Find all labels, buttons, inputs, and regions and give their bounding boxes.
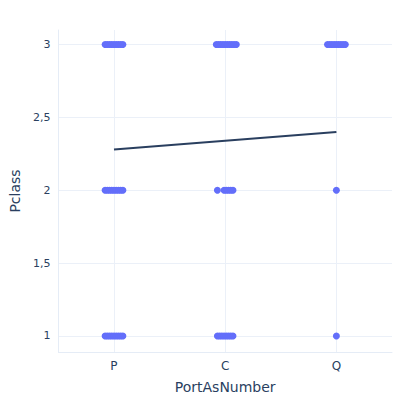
svg-text:1,5: 1,5 <box>33 257 51 270</box>
svg-text:2,5: 2,5 <box>33 111 51 124</box>
svg-text:1: 1 <box>43 329 50 342</box>
svg-text:P: P <box>110 359 117 373</box>
svg-text:Pclass: Pclass <box>7 169 23 212</box>
svg-text:PortAsNumber: PortAsNumber <box>175 379 276 395</box>
svg-text:C: C <box>221 359 229 373</box>
svg-text:3: 3 <box>43 38 50 51</box>
svg-text:Q: Q <box>332 359 341 373</box>
svg-text:2: 2 <box>43 184 50 197</box>
